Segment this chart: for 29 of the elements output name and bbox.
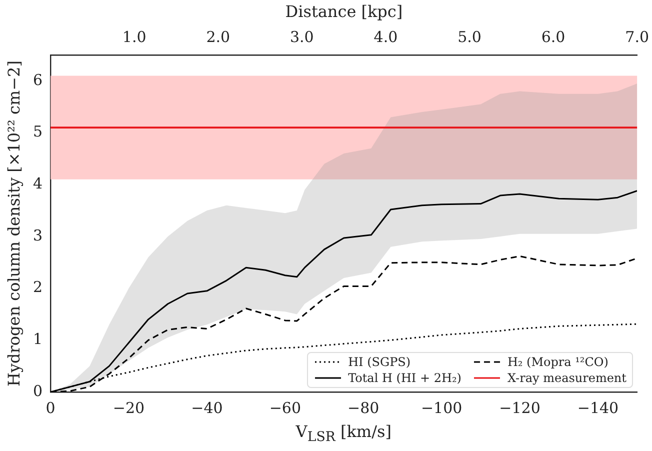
x2-tick-label: 7.0 — [625, 28, 649, 46]
y-axis-title: Hydrogen column density [×10²² cm−2] — [4, 60, 24, 386]
x-tick-label: −40 — [191, 398, 223, 417]
legend-label: HI (SGPS) — [348, 355, 411, 369]
x-tick-label: −60 — [269, 398, 301, 417]
x-tick-label: −20 — [112, 398, 145, 417]
x2-tick-label: 5.0 — [458, 28, 482, 46]
x2-tick-label: 1.0 — [122, 28, 146, 46]
x-tick-label: −140 — [577, 398, 619, 417]
legend-label: H₂ (Mopra ¹²CO) — [507, 355, 608, 369]
y-tick-label: 1 — [32, 330, 43, 348]
x2-axis-title: Distance [kpc] — [285, 2, 403, 21]
y-tick-label: 5 — [32, 122, 43, 141]
legend-label: X-ray measurement — [507, 371, 626, 385]
x2-tick-label: 2.0 — [206, 28, 230, 46]
x2-tick-label: 3.0 — [290, 28, 314, 46]
x-tick-label: −80 — [348, 398, 380, 417]
y-tick-label: 2 — [32, 278, 43, 296]
y-tick-label: 4 — [32, 174, 43, 193]
y-tick-label: 6 — [32, 70, 43, 89]
x2-tick-label: 4.0 — [374, 28, 398, 46]
x-tick-label: −120 — [499, 398, 540, 417]
y-tick-label: 3 — [32, 226, 43, 244]
y-tick-label: 0 — [32, 382, 43, 400]
x-tick-label: −100 — [420, 398, 462, 417]
x2-tick-label: 6.0 — [541, 28, 566, 46]
x-axis-title: V$_{LSR}$ [km/s] — [296, 422, 392, 446]
legend-label: Total H (HI + 2H₂) — [348, 371, 462, 385]
x-tick-label: 0 — [46, 398, 56, 417]
